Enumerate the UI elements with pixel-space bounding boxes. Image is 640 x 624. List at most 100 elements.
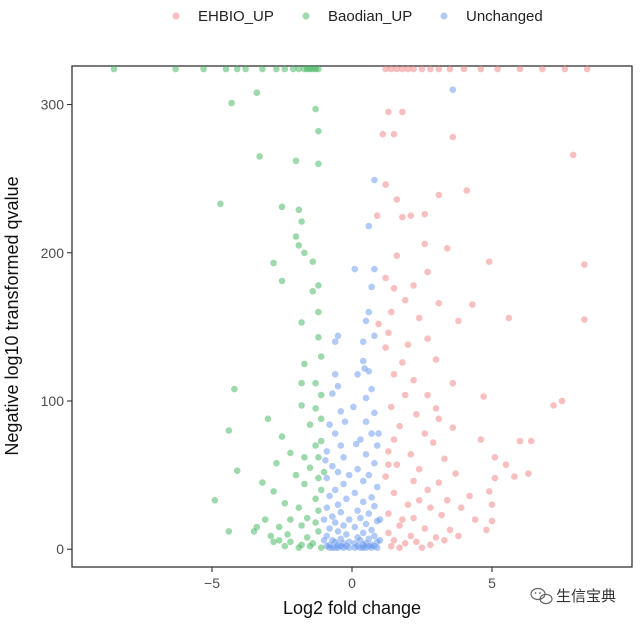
point-baodian-up [225, 427, 233, 434]
point-baodian-up [315, 528, 322, 535]
wechat-icon [530, 587, 553, 605]
point-ehbio-up [483, 526, 490, 534]
point-ehbio-up [413, 411, 420, 418]
point-ehbio-up [558, 397, 566, 405]
y-tick-label: 0 [56, 541, 64, 557]
point-ehbio-up [410, 65, 417, 73]
point-baodian-up [287, 449, 294, 457]
point-baodian-up [284, 531, 291, 538]
point-ehbio-up [488, 501, 496, 509]
point-baodian-up [317, 391, 325, 399]
point-ehbio-up [390, 489, 398, 497]
point-baodian-up [312, 405, 319, 412]
point-ehbio-up [421, 430, 429, 437]
point-ehbio-up [435, 191, 443, 199]
point-baodian-up [312, 495, 319, 503]
point-unchanged [368, 544, 375, 551]
point-ehbio-up [373, 212, 381, 219]
point-ehbio-up [527, 437, 535, 445]
point-baodian-up [278, 277, 286, 285]
point-unchanged [351, 544, 359, 551]
point-unchanged [365, 308, 373, 316]
point-unchanged [340, 544, 347, 551]
legend-label-ehbio-up: EHBIO_UP [198, 8, 274, 25]
point-ehbio-up [407, 532, 415, 540]
point-ehbio-up [387, 403, 395, 411]
point-baodian-up [222, 65, 230, 73]
point-ehbio-up [375, 320, 382, 328]
point-ehbio-up [401, 391, 409, 399]
point-ehbio-up [396, 422, 403, 430]
point-baodian-up [261, 516, 269, 523]
point-baodian-up [270, 259, 277, 267]
point-ehbio-up [404, 501, 412, 509]
point-unchanged [331, 486, 339, 494]
point-unchanged [354, 465, 361, 473]
point-baodian-up [253, 89, 261, 96]
point-ehbio-up [387, 65, 395, 73]
point-baodian-up [315, 507, 322, 514]
watermark-text: 生信宝典 [556, 587, 616, 605]
point-unchanged [345, 471, 353, 479]
point-baodian-up [301, 360, 308, 368]
point-baodian-up [278, 203, 286, 211]
point-ehbio-up [435, 299, 443, 307]
point-baodian-up [292, 233, 300, 240]
point-baodian-up [270, 488, 277, 495]
watermark: 生信宝典 [530, 587, 616, 605]
point-ehbio-up [396, 522, 403, 529]
legend-key-unchanged [440, 12, 448, 20]
point-unchanged [354, 507, 361, 514]
point-unchanged [326, 525, 333, 532]
point-ehbio-up [413, 538, 420, 546]
point-ehbio-up [382, 274, 389, 282]
point-ehbio-up [385, 329, 392, 337]
point-ehbio-up [488, 517, 496, 525]
point-ehbio-up [390, 371, 398, 378]
point-unchanged [329, 462, 336, 470]
point-ehbio-up [443, 497, 451, 504]
point-unchanged [334, 468, 342, 476]
point-baodian-up [231, 385, 238, 393]
point-ehbio-up [399, 359, 406, 366]
point-unchanged [334, 332, 342, 340]
point-ehbio-up [404, 341, 412, 349]
point-ehbio-up [387, 542, 395, 550]
point-unchanged [359, 357, 367, 365]
point-baodian-up [306, 421, 314, 429]
point-unchanged [371, 265, 378, 273]
point-baodian-up [292, 157, 300, 165]
point-baodian-up [110, 65, 118, 73]
point-baodian-up [315, 454, 322, 461]
point-baodian-up [200, 65, 207, 73]
point-baodian-up [256, 153, 263, 160]
point-unchanged [375, 430, 382, 437]
point-baodian-up [242, 65, 249, 73]
point-unchanged [373, 442, 381, 449]
point-unchanged [373, 544, 381, 551]
point-baodian-up [278, 433, 286, 440]
point-ehbio-up [421, 525, 429, 532]
point-ehbio-up [581, 261, 588, 268]
point-ehbio-up [415, 465, 423, 473]
point-baodian-up [281, 65, 289, 73]
point-unchanged [359, 544, 367, 551]
point-ehbio-up [432, 356, 440, 363]
point-unchanged [376, 516, 384, 523]
point-ehbio-up [390, 537, 398, 544]
point-ehbio-up [396, 544, 403, 551]
point-unchanged [357, 436, 364, 443]
point-baodian-up [298, 379, 305, 387]
point-unchanged [329, 513, 336, 520]
point-baodian-up [303, 514, 311, 522]
point-ehbio-up [443, 245, 451, 252]
point-ehbio-up [410, 376, 417, 384]
point-ehbio-up [421, 210, 429, 218]
point-unchanged [329, 390, 336, 397]
point-ehbio-up [449, 379, 457, 387]
point-unchanged [331, 430, 339, 437]
point-baodian-up [298, 402, 305, 409]
point-ehbio-up [457, 504, 465, 512]
point-ehbio-up [418, 544, 426, 551]
point-baodian-up [295, 504, 303, 512]
